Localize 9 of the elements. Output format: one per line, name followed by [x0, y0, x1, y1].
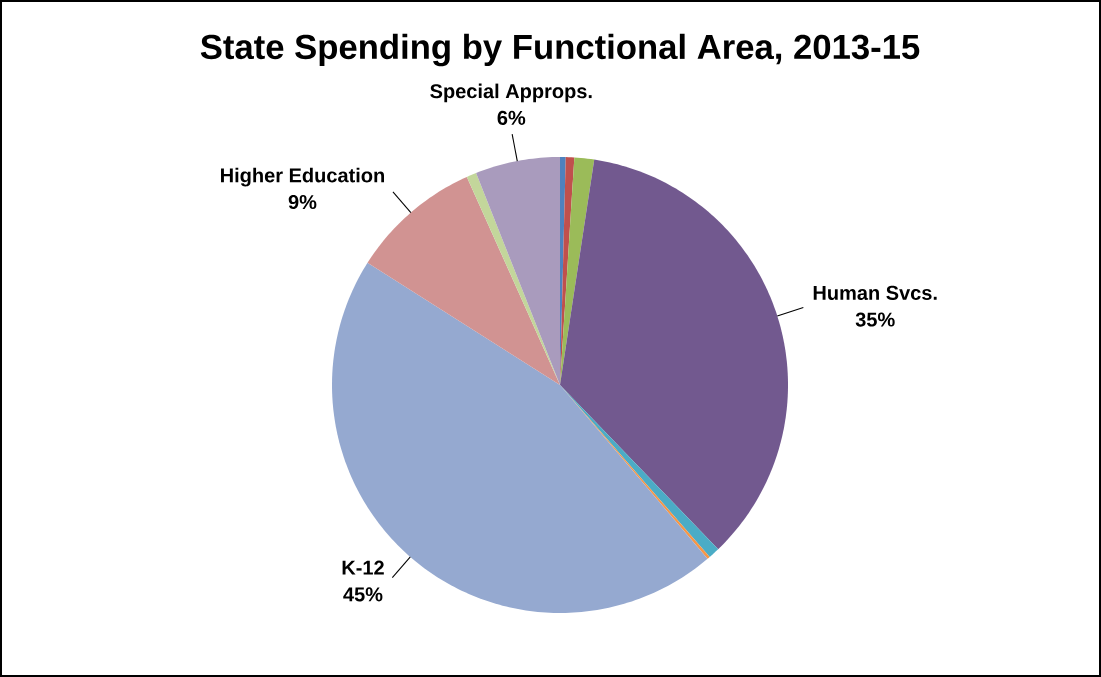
data-label: 6%	[497, 110, 526, 125]
data-label: 9%	[288, 194, 317, 210]
slice-label: Special Approps.	[430, 83, 592, 103]
slice-label: Human Svcs.	[813, 285, 937, 300]
chart-title: State Spending by Functional Area, 2013-15	[200, 33, 920, 67]
data-label: 35%	[855, 312, 895, 327]
slice-label: K-12	[342, 560, 384, 575]
slice-label: Higher Education	[221, 167, 385, 187]
data-label: 45%	[343, 587, 383, 602]
